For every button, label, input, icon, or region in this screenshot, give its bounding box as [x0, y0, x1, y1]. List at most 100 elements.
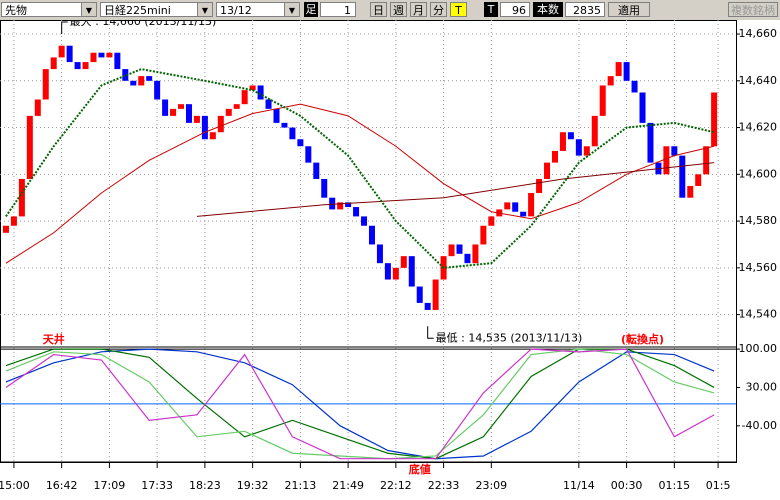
candle	[50, 57, 57, 70]
candle	[58, 45, 65, 58]
market-select[interactable]: 先物 ▼	[1, 2, 97, 17]
dropdown[interactable]: ▼	[81, 3, 96, 16]
toolbar: 先物 ▼ 日経225mini ▼ 13/12 ▼ 足 1 日 週 月 分 T T 96…	[0, 0, 780, 20]
annotation: 最大 : 14,660 (2013/11/13)	[70, 20, 217, 28]
moving-average	[196, 162, 715, 217]
candle	[559, 132, 566, 151]
candle	[138, 76, 145, 86]
candle	[384, 263, 391, 280]
candle	[329, 197, 336, 210]
period-button[interactable]: 分	[430, 2, 447, 17]
candle	[154, 80, 161, 100]
candle	[607, 76, 614, 86]
candle	[289, 127, 296, 140]
oscillator-line	[5, 348, 715, 460]
candle	[368, 225, 375, 245]
candle	[512, 202, 519, 212]
x-tick-label: 11/14	[563, 479, 595, 492]
candle	[185, 104, 192, 123]
candle	[520, 211, 527, 217]
dropdown[interactable]: ▼	[197, 3, 212, 16]
x-tick-label: 00:30	[611, 479, 643, 492]
candle	[504, 202, 511, 210]
candle	[337, 202, 344, 210]
period-button[interactable]: 日	[370, 2, 387, 17]
bar-label: 足	[304, 2, 318, 17]
candle	[536, 178, 543, 194]
y-tick-label: 14,560	[739, 261, 778, 274]
y-tick-label: 14,600	[739, 167, 778, 180]
annotation-arrow	[61, 21, 68, 35]
candle	[567, 132, 574, 140]
x-tick-label: 18:23	[189, 479, 221, 492]
candle	[472, 244, 479, 264]
x-tick-label: 15:00	[0, 479, 30, 492]
candle	[66, 45, 73, 63]
candle	[18, 178, 25, 217]
candle	[2, 225, 9, 233]
contract-select[interactable]: 13/12 ▼	[216, 2, 300, 17]
candle	[695, 174, 702, 187]
candle	[639, 92, 646, 123]
bar-count[interactable]: 1	[320, 2, 356, 17]
candle	[281, 122, 288, 128]
multi-button[interactable]: 複数銘柄	[728, 2, 778, 17]
y-tick-label: -40.00	[742, 419, 777, 432]
candle	[265, 99, 272, 109]
candle	[679, 155, 686, 198]
candle	[345, 202, 352, 208]
candle	[178, 104, 185, 109]
apply-button[interactable]: 適用	[608, 2, 650, 17]
x-tick-label: 21:13	[285, 479, 317, 492]
candle	[305, 146, 312, 163]
candle	[114, 52, 121, 70]
candle	[353, 207, 360, 217]
y-tick-label: 14,540	[739, 308, 778, 321]
x-tick-label: 22:12	[380, 479, 412, 492]
candle	[575, 139, 582, 156]
candle	[82, 62, 89, 70]
candle	[432, 279, 439, 310]
candle	[551, 150, 558, 163]
candle	[591, 115, 598, 147]
candle	[424, 302, 431, 310]
x-tick-label: 17:09	[94, 479, 126, 492]
oscillator-line	[5, 348, 715, 460]
annotation-arrow	[427, 326, 434, 339]
x-tick-label: 22:33	[428, 479, 460, 492]
period-button[interactable]: 月	[410, 2, 427, 17]
candle	[233, 104, 240, 109]
candle	[146, 76, 153, 81]
x-tick-label: 17:33	[141, 479, 173, 492]
x-tick-label: 19:32	[237, 479, 269, 492]
candle	[480, 225, 487, 245]
candle	[408, 256, 415, 287]
candle	[209, 132, 216, 140]
period-button[interactable]: 週	[390, 2, 407, 17]
candle	[464, 253, 471, 264]
candle	[528, 193, 535, 217]
candle	[392, 267, 399, 280]
period-button[interactable]: T	[450, 2, 467, 17]
moving-average	[5, 68, 715, 269]
x-tick-label: 21:49	[332, 479, 364, 492]
candle	[400, 256, 407, 268]
candle	[361, 216, 368, 226]
count-value[interactable]: 2835	[565, 2, 605, 17]
y-tick-label: 14,620	[739, 121, 778, 134]
candle	[201, 115, 208, 140]
x-tick-label: 01:5	[706, 479, 731, 492]
candle	[241, 90, 248, 105]
candle	[90, 52, 97, 63]
x-tick-label: 16:42	[46, 479, 78, 492]
symbol-select[interactable]: 日経225mini ▼	[100, 2, 213, 17]
tick-value[interactable]: 96	[500, 2, 530, 17]
y-tick-label: 100.00	[739, 342, 778, 355]
x-tick-label: 01:15	[658, 479, 690, 492]
candle	[416, 286, 423, 303]
market: 先物	[5, 4, 27, 17]
annotation: 最低 : 14,535 (2013/11/13)	[436, 331, 583, 344]
candle	[273, 108, 280, 123]
dropdown[interactable]: ▼	[284, 3, 299, 16]
